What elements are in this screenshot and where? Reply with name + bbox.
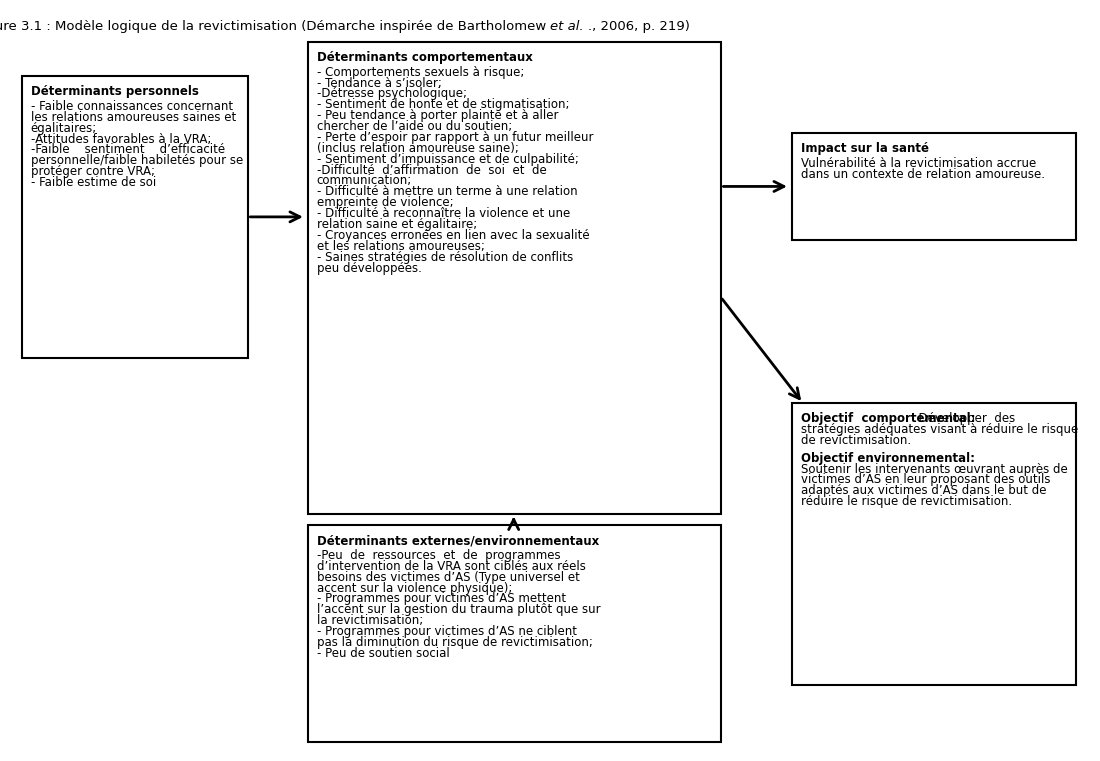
Text: pas la diminution du risque de revictimisation;: pas la diminution du risque de revictimi… [317, 636, 593, 649]
Text: Déterminants externes/environnementaux: Déterminants externes/environnementaux [317, 534, 600, 547]
Text: adaptés aux victimes d’AS dans le but de: adaptés aux victimes d’AS dans le but de [801, 484, 1046, 497]
Text: et al.: et al. [550, 20, 584, 33]
Text: Objectif  comportemental:: Objectif comportemental: [801, 412, 976, 425]
Text: - Comportements sexuels à risque;: - Comportements sexuels à risque; [317, 65, 525, 78]
Text: - Saines stratégies de résolution de conflits: - Saines stratégies de résolution de con… [317, 250, 573, 263]
Text: - Croyances erronées en lien avec la sexualité: - Croyances erronées en lien avec la sex… [317, 229, 590, 242]
Text: Développer  des: Développer des [911, 412, 1015, 425]
Text: besoins des victimes d’AS (Type universel et: besoins des victimes d’AS (Type universe… [317, 571, 580, 584]
Text: -Peu  de  ressources  et  de  programmes: -Peu de ressources et de programmes [317, 549, 560, 562]
Text: - Faible connaissances concernant: - Faible connaissances concernant [31, 100, 233, 113]
Text: Vulnérabilité à la revictimisation accrue: Vulnérabilité à la revictimisation accru… [801, 157, 1036, 170]
Text: Déterminants comportementaux: Déterminants comportementaux [317, 51, 532, 64]
Bar [308, 42, 720, 514]
Text: de revictimisation.: de revictimisation. [801, 435, 911, 447]
Text: stratégies adéquates visant à réduire le risque: stratégies adéquates visant à réduire le… [801, 423, 1078, 436]
Text: Déterminants personnels: Déterminants personnels [31, 85, 199, 98]
Text: protéger contre VRA;: protéger contre VRA; [31, 165, 155, 178]
Text: et les relations amoureuses;: et les relations amoureuses; [317, 240, 485, 253]
Text: dans un contexte de relation amoureuse.: dans un contexte de relation amoureuse. [801, 168, 1045, 181]
Text: personnelle/faible habiletés pour se: personnelle/faible habiletés pour se [31, 154, 243, 167]
Text: peu développées.: peu développées. [317, 262, 421, 275]
Text: Figure 3.1 : Modèle logique de la revictimisation (Démarche inspirée de Bartholo: Figure 3.1 : Modèle logique de la revict… [0, 20, 550, 33]
Text: -Difficulté  d’affirmation  de  soi  et  de: -Difficulté d’affirmation de soi et de [317, 164, 547, 177]
Text: - Tendance à s’isoler;: - Tendance à s’isoler; [317, 77, 442, 90]
Text: (inclus relation amoureuse saine);: (inclus relation amoureuse saine); [317, 142, 519, 154]
Text: empreinte de violence;: empreinte de violence; [317, 196, 453, 209]
Text: victimes d’AS en leur proposant des outils: victimes d’AS en leur proposant des outi… [801, 473, 1050, 486]
Text: ., 2006, p. 219): ., 2006, p. 219) [588, 20, 691, 33]
Text: - Programmes pour victimes d’AS mettent: - Programmes pour victimes d’AS mettent [317, 592, 565, 606]
Text: relation saine et égalitaire;: relation saine et égalitaire; [317, 218, 477, 231]
Text: Soutenir les intervenants œuvrant auprès de: Soutenir les intervenants œuvrant auprès… [801, 463, 1067, 476]
Text: - Faible estime de soi: - Faible estime de soi [31, 176, 156, 189]
Text: - Perte d’espoir par rapport à un futur meilleur: - Perte d’espoir par rapport à un futur … [317, 131, 593, 144]
Text: - Difficulté à mettre un terme à une relation: - Difficulté à mettre un terme à une rel… [317, 186, 578, 199]
Bar [308, 525, 720, 742]
Text: -Attitudes favorables à la VRA;: -Attitudes favorables à la VRA; [31, 132, 211, 145]
Text: réduire le risque de revictimisation.: réduire le risque de revictimisation. [801, 495, 1012, 508]
Text: -Détresse psychologique;: -Détresse psychologique; [317, 88, 466, 100]
Text: - Difficulté à reconnaître la violence et une: - Difficulté à reconnaître la violence e… [317, 207, 570, 220]
Bar [792, 133, 1076, 240]
Text: la revictimisation;: la revictimisation; [317, 614, 424, 627]
Text: - Programmes pour victimes d’AS ne ciblent: - Programmes pour victimes d’AS ne cible… [317, 625, 576, 638]
Text: d’intervention de la VRA sont ciblés aux réels: d’intervention de la VRA sont ciblés aux… [317, 560, 585, 573]
Text: les relations amoureuses saines et: les relations amoureuses saines et [31, 111, 236, 124]
Text: chercher de l’aide ou du soutien;: chercher de l’aide ou du soutien; [317, 120, 512, 133]
Text: - Peu tendance à porter plainte et à aller: - Peu tendance à porter plainte et à all… [317, 109, 559, 123]
Text: l’accent sur la gestion du trauma plutôt que sur: l’accent sur la gestion du trauma plutôt… [317, 603, 601, 616]
Bar [22, 76, 248, 358]
Text: - Peu de soutien social: - Peu de soutien social [317, 647, 450, 660]
Text: accent sur la violence physique);: accent sur la violence physique); [317, 581, 513, 594]
Text: Objectif environnemental:: Objectif environnemental: [801, 451, 975, 465]
Bar [792, 403, 1076, 685]
Text: Impact sur la santé: Impact sur la santé [801, 142, 928, 155]
Text: - Sentiment d’impuissance et de culpabilité;: - Sentiment d’impuissance et de culpabil… [317, 153, 579, 166]
Text: communication;: communication; [317, 174, 412, 187]
Text: -Faible    sentiment    d’efficacité: -Faible sentiment d’efficacité [31, 143, 224, 157]
Text: égalitaires;: égalitaires; [31, 122, 97, 135]
Text: - Sentiment de honte et de stigmatisation;: - Sentiment de honte et de stigmatisatio… [317, 98, 570, 111]
